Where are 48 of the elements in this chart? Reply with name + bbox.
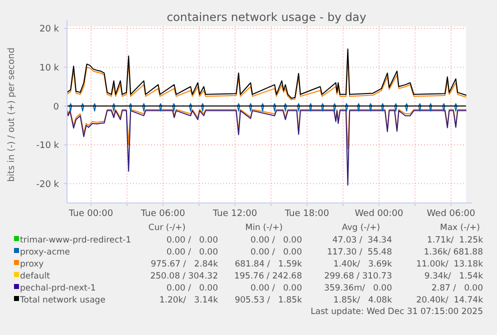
x-tick-label: Tue 18:00 [284, 209, 330, 219]
text: 0.00 / 0.00 [166, 248, 218, 258]
text: 11.00k/ 13.18k [416, 260, 484, 270]
x-tick-label: Wed 00:00 [354, 209, 404, 219]
text: 47.03 / 34.34 [332, 236, 392, 246]
text: 117.30 / 55.48 [326, 248, 392, 258]
text: 1.20k/ 3.14k [159, 296, 218, 306]
y-tick-label: 10 k [39, 64, 60, 74]
text: 0.00 / 0.00 [166, 284, 218, 294]
legend-label: trimar-www-prd-redirect-1 [20, 236, 132, 246]
y-tick-label: 20 k [39, 24, 60, 35]
text: 1.36k/ 681.88 [424, 248, 483, 258]
legend-label: default [20, 272, 51, 282]
text: 1.71k/ 1.25k [427, 236, 484, 246]
legend-label: pechal-prd-next-1 [20, 284, 96, 294]
y-tick-label: 0 [53, 102, 60, 112]
text: 20.40k/ 14.74k [416, 296, 484, 306]
text: Avg (-/+) [342, 223, 380, 233]
text: 0.00 / 0.00 [250, 284, 302, 294]
y-axis-title: bits in (-) / out (+) per second [7, 48, 17, 182]
x-tick-label: Wed 06:00 [426, 209, 476, 219]
text: 299.68 / 310.73 [324, 272, 392, 282]
text: 2.87 / 0.00 [431, 284, 483, 294]
legend-label: proxy-acme [20, 248, 70, 258]
text: 1.85k/ 4.08k [333, 296, 392, 306]
legend-label: Total network usage [19, 296, 106, 306]
x-tick-label: Tue 06:00 [140, 209, 186, 219]
text: 681.84 / 1.59k [234, 260, 302, 270]
text: 905.53 / 1.85k [234, 296, 302, 306]
text: 975.67 / 2.84k [150, 260, 218, 270]
text: Cur (-/+) [148, 223, 186, 233]
text: Max (-/+) [440, 223, 480, 233]
legend-label: proxy [20, 260, 44, 270]
text: 195.76 / 242.68 [234, 272, 302, 282]
x-tick-label: Tue 12:00 [212, 209, 258, 219]
chart-title: containers network usage - by day [166, 10, 366, 24]
text: 359.36m/ 0.00 [324, 284, 392, 294]
text: 0.00 / 0.00 [250, 248, 302, 258]
y-tick-label: -10 k [36, 141, 60, 152]
text: Min (-/+) [245, 223, 283, 233]
text: 9.34k/ 1.54k [424, 272, 484, 282]
text: 250.08 / 304.32 [150, 272, 218, 282]
text: 0.00 / 0.00 [166, 236, 218, 246]
text: Last update: Wed Dec 31 07:15:00 2025 [310, 307, 483, 317]
y-tick-label: -20 k [36, 180, 60, 190]
x-tick-label: Tue 00:00 [68, 209, 114, 219]
text: 0.00 / 0.00 [250, 236, 302, 246]
text: 1.40k/ 3.69k [333, 260, 392, 270]
